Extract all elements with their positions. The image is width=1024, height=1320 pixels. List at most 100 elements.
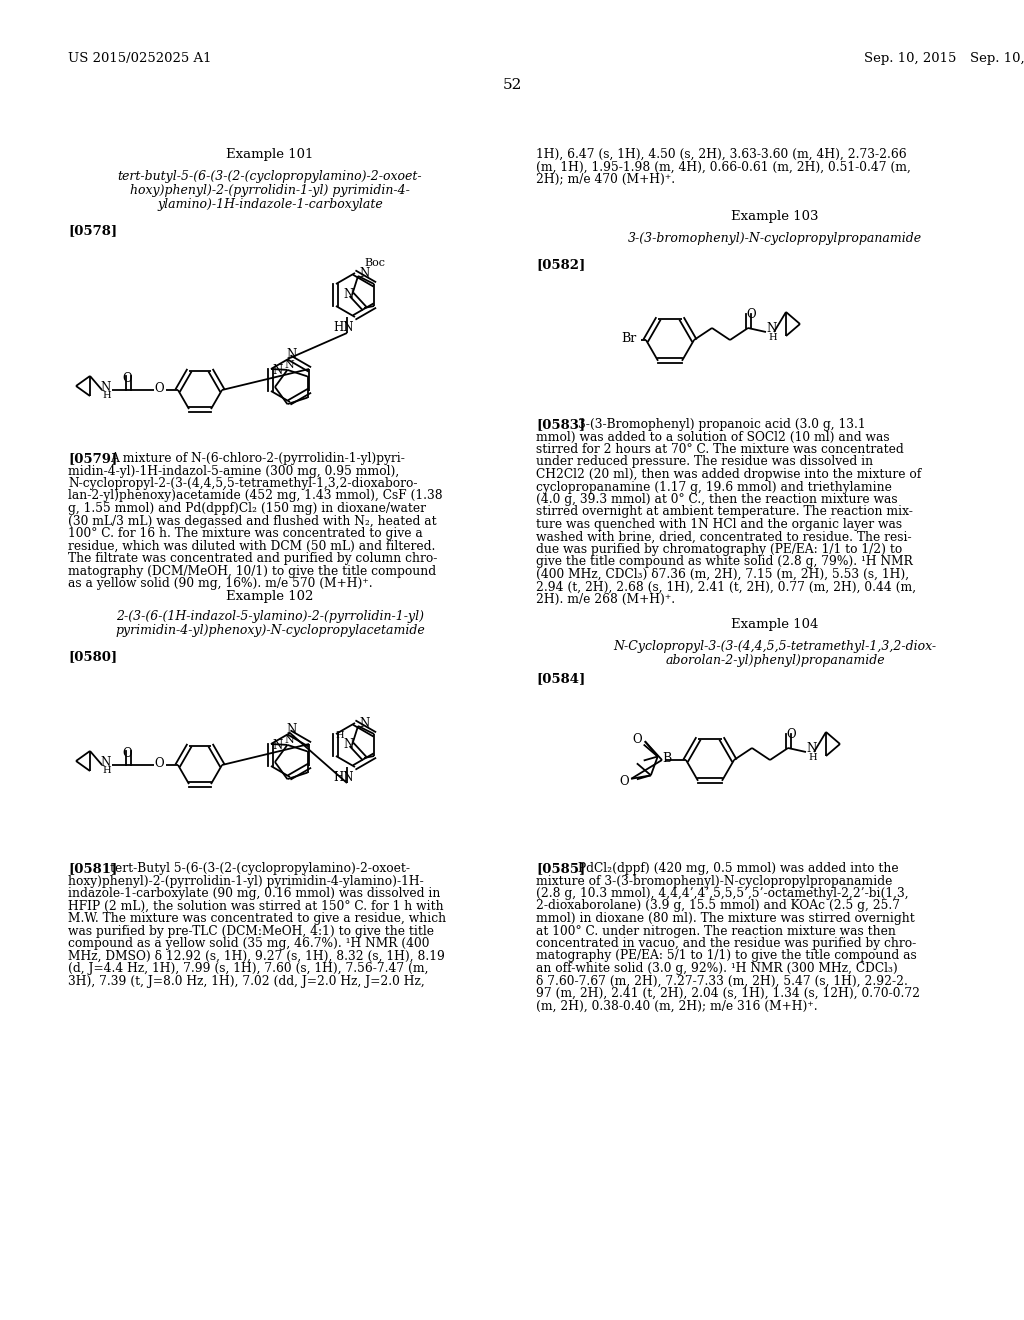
Text: indazole-1-carboxylate (90 mg, 0.16 mmol) was dissolved in: indazole-1-carboxylate (90 mg, 0.16 mmol…	[68, 887, 440, 900]
Text: N-cyclopropyl-2-(3-(4,4,5,5-tetramethyl-1,3,2-dioxaboro-: N-cyclopropyl-2-(3-(4,4,5,5-tetramethyl-…	[68, 477, 418, 490]
Text: (2.8 g, 10.3 mmol), 4,4,4’,4’,5,5,5’,5’-octamethyl-2,2’-bi(1,3,: (2.8 g, 10.3 mmol), 4,4,4’,4’,5,5,5’,5’-…	[536, 887, 908, 900]
Text: mmol) in dioxane (80 ml). The mixture was stirred overnight: mmol) in dioxane (80 ml). The mixture wa…	[536, 912, 914, 925]
Text: hoxy)phenyl)-2-(pyrrolidin-1-yl) pyrimidin-4-: hoxy)phenyl)-2-(pyrrolidin-1-yl) pyrimid…	[130, 183, 410, 197]
Text: MHz, DMSO) δ 12.92 (s, 1H), 9.27 (s, 1H), 8.32 (s, 1H), 8.19: MHz, DMSO) δ 12.92 (s, 1H), 9.27 (s, 1H)…	[68, 949, 444, 962]
Text: 2H); m/e 470 (M+H)⁺.: 2H); m/e 470 (M+H)⁺.	[536, 173, 675, 186]
Text: at 100° C. under nitrogen. The reaction mixture was then: at 100° C. under nitrogen. The reaction …	[536, 924, 896, 937]
Text: give the title compound as white solid (2.8 g, 79%). ¹H NMR: give the title compound as white solid (…	[536, 556, 912, 569]
Text: compound as a yellow solid (35 mg, 46.7%). ¹H NMR (400: compound as a yellow solid (35 mg, 46.7%…	[68, 937, 429, 950]
Text: O: O	[122, 372, 132, 385]
Text: H: H	[808, 752, 816, 762]
Text: 3H), 7.39 (t, J=8.0 Hz, 1H), 7.02 (dd, J=2.0 Hz, J=2.0 Hz,: 3H), 7.39 (t, J=8.0 Hz, 1H), 7.02 (dd, J…	[68, 974, 425, 987]
Text: Br: Br	[621, 333, 636, 345]
Text: N: N	[285, 735, 294, 744]
Text: cyclopropanamine (1.17 g, 19.6 mmol) and triethylamine: cyclopropanamine (1.17 g, 19.6 mmol) and…	[536, 480, 892, 494]
Text: due was purified by chromatography (PE/EA: 1/1 to 1/2) to: due was purified by chromatography (PE/E…	[536, 543, 902, 556]
Text: was purified by pre-TLC (DCM:MeOH, 4:1) to give the title: was purified by pre-TLC (DCM:MeOH, 4:1) …	[68, 924, 434, 937]
Text: midin-4-yl)-1H-indazol-5-amine (300 mg, 0.95 mmol),: midin-4-yl)-1H-indazol-5-amine (300 mg, …	[68, 465, 399, 478]
Text: washed with brine, dried, concentrated to residue. The resi-: washed with brine, dried, concentrated t…	[536, 531, 911, 544]
Text: N: N	[272, 364, 283, 378]
Text: 2-(3-(6-(1H-indazol-5-ylamino)-2-(pyrrolidin-1-yl): 2-(3-(6-(1H-indazol-5-ylamino)-2-(pyrrol…	[116, 610, 424, 623]
Text: 3-(3-Bromophenyl) propanoic acid (3.0 g, 13.1: 3-(3-Bromophenyl) propanoic acid (3.0 g,…	[578, 418, 865, 432]
Text: 3-(3-bromophenyl)-N-cyclopropylpropanamide: 3-(3-bromophenyl)-N-cyclopropylpropanami…	[628, 232, 922, 246]
Text: O: O	[633, 733, 642, 746]
Text: M.W. The mixture was concentrated to give a residue, which: M.W. The mixture was concentrated to giv…	[68, 912, 446, 925]
Text: 97 (m, 2H), 2.41 (t, 2H), 2.04 (s, 1H), 1.34 (s, 12H), 0.70-0.72: 97 (m, 2H), 2.41 (t, 2H), 2.04 (s, 1H), …	[536, 987, 920, 1001]
Text: H: H	[335, 731, 344, 741]
Text: N-Cyclopropyl-3-(3-(4,4,5,5-tetramethyl-1,3,2-diox-: N-Cyclopropyl-3-(3-(4,4,5,5-tetramethyl-…	[613, 640, 937, 653]
Text: matography (DCM/MeOH, 10/1) to give the title compound: matography (DCM/MeOH, 10/1) to give the …	[68, 565, 436, 578]
Text: N: N	[100, 756, 111, 770]
Text: H: H	[102, 766, 111, 775]
Text: 100° C. for 16 h. The mixture was concentrated to give a: 100° C. for 16 h. The mixture was concen…	[68, 527, 423, 540]
Text: aborolan-2-yl)phenyl)propanamide: aborolan-2-yl)phenyl)propanamide	[666, 653, 885, 667]
Text: HFIP (2 mL), the solution was stirred at 150° C. for 1 h with: HFIP (2 mL), the solution was stirred at…	[68, 899, 443, 912]
Text: matography (PE/EA: 5/1 to 1/1) to give the title compound as: matography (PE/EA: 5/1 to 1/1) to give t…	[536, 949, 916, 962]
Text: Example 102: Example 102	[226, 590, 313, 603]
Text: Example 101: Example 101	[226, 148, 313, 161]
Text: an off-white solid (3.0 g, 92%). ¹H NMR (300 MHz, CDCl₃): an off-white solid (3.0 g, 92%). ¹H NMR …	[536, 962, 898, 975]
Text: 52: 52	[503, 78, 521, 92]
Text: [0584]: [0584]	[536, 672, 586, 685]
Text: hoxy)phenyl)-2-(pyrrolidin-1-yl) pyrimidin-4-ylamino)-1H-: hoxy)phenyl)-2-(pyrrolidin-1-yl) pyrimid…	[68, 874, 424, 887]
Text: HN: HN	[333, 771, 353, 784]
Text: [0585]: [0585]	[536, 862, 586, 875]
Text: (30 mL/3 mL) was degassed and flushed with N₂, heated at: (30 mL/3 mL) was degassed and flushed wi…	[68, 515, 436, 528]
Text: (m, 1H), 1.95-1.98 (m, 4H), 0.66-0.61 (m, 2H), 0.51-0.47 (m,: (m, 1H), 1.95-1.98 (m, 4H), 0.66-0.61 (m…	[536, 161, 911, 173]
Text: 1H), 6.47 (s, 1H), 4.50 (s, 2H), 3.63-3.60 (m, 4H), 2.73-2.66: 1H), 6.47 (s, 1H), 4.50 (s, 2H), 3.63-3.…	[536, 148, 906, 161]
Text: ylamino)-1H-indazole-1-carboxylate: ylamino)-1H-indazole-1-carboxylate	[157, 198, 383, 211]
Text: HN: HN	[333, 321, 353, 334]
Text: pyrimidin-4-yl)phenoxy)-N-cyclopropylacetamide: pyrimidin-4-yl)phenoxy)-N-cyclopropylace…	[115, 624, 425, 638]
Text: 2.94 (t, 2H), 2.68 (s, 1H), 2.41 (t, 2H), 0.77 (m, 2H), 0.44 (m,: 2.94 (t, 2H), 2.68 (s, 1H), 2.41 (t, 2H)…	[536, 581, 916, 594]
Text: under reduced pressure. The residue was dissolved in: under reduced pressure. The residue was …	[536, 455, 873, 469]
Text: mixture of 3-(3-bromophenyl)-N-cyclopropylpropanamide: mixture of 3-(3-bromophenyl)-N-cycloprop…	[536, 874, 892, 887]
Text: (400 MHz, CDCl₃) δ7.36 (m, 2H), 7.15 (m, 2H), 5.53 (s, 1H),: (400 MHz, CDCl₃) δ7.36 (m, 2H), 7.15 (m,…	[536, 568, 909, 581]
Text: N: N	[766, 322, 776, 335]
Text: [0583]: [0583]	[536, 418, 585, 432]
Text: N: N	[343, 738, 353, 751]
Text: N: N	[806, 742, 816, 755]
Text: O: O	[154, 381, 164, 395]
Text: 2-dioxaborolane) (3.9 g, 15.5 mmol) and KOAc (2.5 g, 25.7: 2-dioxaborolane) (3.9 g, 15.5 mmol) and …	[536, 899, 900, 912]
Text: Example 104: Example 104	[731, 618, 818, 631]
Text: δ 7.60-7.67 (m, 2H), 7.27-7.33 (m, 2H), 5.47 (s, 1H), 2.92-2.: δ 7.60-7.67 (m, 2H), 7.27-7.33 (m, 2H), …	[536, 974, 908, 987]
Text: (m, 2H), 0.38-0.40 (m, 2H); m/e 316 (M+H)⁺.: (m, 2H), 0.38-0.40 (m, 2H); m/e 316 (M+H…	[536, 999, 817, 1012]
Text: O: O	[620, 775, 629, 788]
Text: N: N	[285, 360, 294, 370]
Text: residue, which was diluted with DCM (50 mL) and filtered.: residue, which was diluted with DCM (50 …	[68, 540, 435, 553]
Text: as a yellow solid (90 mg, 16%). m/e 570 (M+H)⁺.: as a yellow solid (90 mg, 16%). m/e 570 …	[68, 577, 373, 590]
Text: stirred overnight at ambient temperature. The reaction mix-: stirred overnight at ambient temperature…	[536, 506, 912, 519]
Text: [0578]: [0578]	[68, 224, 117, 238]
Text: Example 103: Example 103	[731, 210, 819, 223]
Text: (d, J=4.4 Hz, 1H), 7.99 (s, 1H), 7.60 (s, 1H), 7.56-7.47 (m,: (d, J=4.4 Hz, 1H), 7.99 (s, 1H), 7.60 (s…	[68, 962, 428, 975]
Text: PdCl₂(dppf) (420 mg, 0.5 mmol) was added into the: PdCl₂(dppf) (420 mg, 0.5 mmol) was added…	[578, 862, 899, 875]
Text: B: B	[662, 752, 672, 766]
Text: [0580]: [0580]	[68, 649, 117, 663]
Text: H: H	[768, 333, 776, 342]
Text: mmol) was added to a solution of SOCl2 (10 ml) and was: mmol) was added to a solution of SOCl2 (…	[536, 430, 890, 444]
Text: H: H	[102, 391, 111, 400]
Text: [0582]: [0582]	[536, 257, 586, 271]
Text: concentrated in vacuo, and the residue was purified by chro-: concentrated in vacuo, and the residue w…	[536, 937, 916, 950]
Text: g, 1.55 mmol) and Pd(dppf)Cl₂ (150 mg) in dioxane/water: g, 1.55 mmol) and Pd(dppf)Cl₂ (150 mg) i…	[68, 502, 426, 515]
Text: N: N	[100, 381, 111, 393]
Text: The filtrate was concentrated and purified by column chro-: The filtrate was concentrated and purifi…	[68, 552, 437, 565]
Text: N: N	[343, 288, 353, 301]
Text: tert-butyl-5-(6-(3-(2-(cyclopropylamino)-2-oxoet-: tert-butyl-5-(6-(3-(2-(cyclopropylamino)…	[118, 170, 422, 183]
Text: [0581]: [0581]	[68, 862, 118, 875]
Text: US 2015/0252025 A1: US 2015/0252025 A1	[68, 51, 212, 65]
Text: ture was quenched with 1N HCl and the organic layer was: ture was quenched with 1N HCl and the or…	[536, 517, 902, 531]
Text: CH2Cl2 (20 ml), then was added dropwise into the mixture of: CH2Cl2 (20 ml), then was added dropwise …	[536, 469, 922, 480]
Text: A mixture of N-(6-chloro-2-(pyrrolidin-1-yl)pyri-: A mixture of N-(6-chloro-2-(pyrrolidin-1…	[110, 451, 404, 465]
Text: Boc: Boc	[365, 257, 385, 268]
Text: N: N	[286, 723, 296, 737]
Text: (4.0 g, 39.3 mmol) at 0° C., then the reaction mixture was: (4.0 g, 39.3 mmol) at 0° C., then the re…	[536, 492, 898, 506]
Text: N: N	[359, 267, 370, 280]
Text: N: N	[286, 348, 296, 360]
Text: N: N	[359, 717, 370, 730]
Text: O: O	[746, 308, 756, 321]
Text: [0579]: [0579]	[68, 451, 118, 465]
Text: 2H). m/e 268 (M+H)⁺.: 2H). m/e 268 (M+H)⁺.	[536, 593, 675, 606]
Text: Sep. 10, 2015: Sep. 10, 2015	[970, 51, 1024, 65]
Text: O: O	[122, 747, 132, 760]
